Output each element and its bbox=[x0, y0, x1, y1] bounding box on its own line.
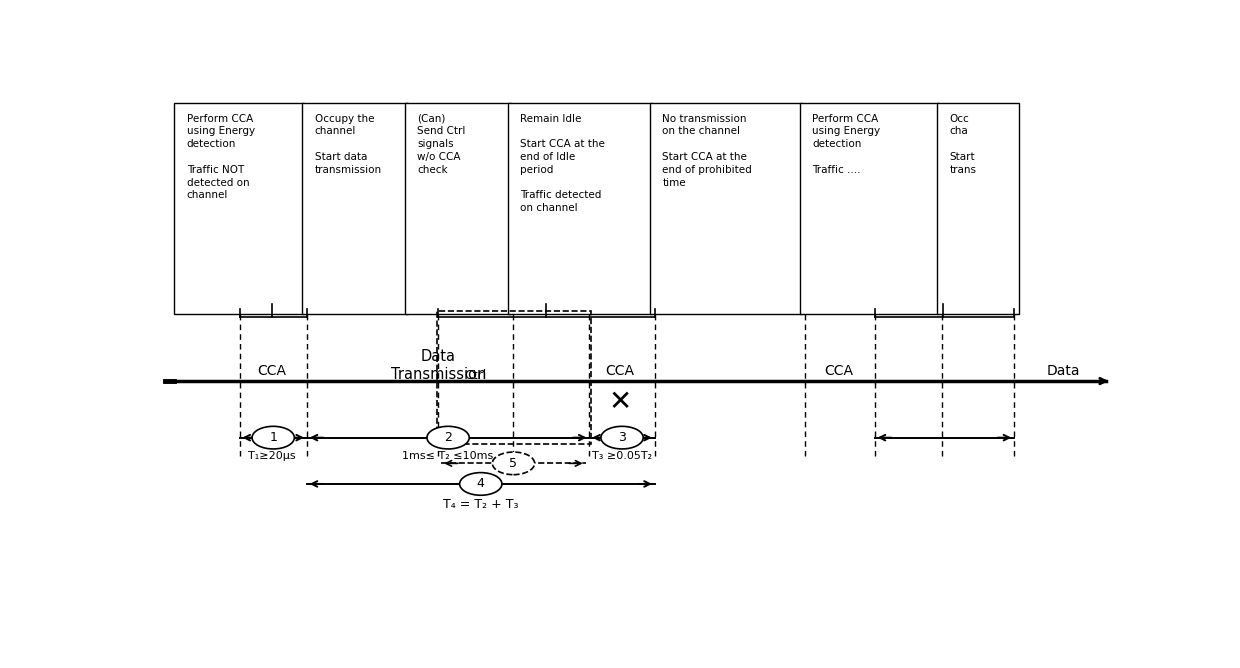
Text: CCA: CCA bbox=[258, 364, 286, 378]
Text: Occ
cha

Start
trans: Occ cha Start trans bbox=[950, 114, 977, 175]
Circle shape bbox=[427, 426, 469, 449]
Text: 1ms≤ T₂ ≤10ms: 1ms≤ T₂ ≤10ms bbox=[403, 451, 494, 461]
Text: 1: 1 bbox=[269, 431, 278, 444]
Text: CCA: CCA bbox=[825, 364, 853, 378]
FancyBboxPatch shape bbox=[650, 104, 802, 314]
Text: CCA: CCA bbox=[605, 364, 635, 378]
Text: 2: 2 bbox=[444, 431, 453, 444]
Text: ✕: ✕ bbox=[609, 387, 631, 415]
FancyBboxPatch shape bbox=[507, 104, 652, 314]
FancyBboxPatch shape bbox=[174, 104, 304, 314]
Text: T₃ ≥0.05T₂: T₃ ≥0.05T₂ bbox=[591, 451, 652, 461]
Circle shape bbox=[460, 473, 502, 495]
Text: Occupy the
channel

Start data
transmission: Occupy the channel Start data transmissi… bbox=[315, 114, 382, 175]
FancyBboxPatch shape bbox=[404, 104, 511, 314]
FancyBboxPatch shape bbox=[800, 104, 939, 314]
Text: Data
Transmission: Data Transmission bbox=[391, 349, 486, 382]
Text: 5: 5 bbox=[510, 457, 517, 470]
Text: Ctrl: Ctrl bbox=[464, 369, 486, 382]
Circle shape bbox=[252, 426, 294, 449]
Text: Perform CCA
using Energy
detection

Traffic ....: Perform CCA using Energy detection Traff… bbox=[812, 114, 880, 175]
Circle shape bbox=[601, 426, 644, 449]
Text: 3: 3 bbox=[618, 431, 626, 444]
FancyBboxPatch shape bbox=[937, 104, 1019, 314]
Text: No transmission
on the channel

Start CCA at the
end of prohibited
time: No transmission on the channel Start CCA… bbox=[662, 114, 753, 188]
Text: T₄ = T₂ + T₃: T₄ = T₂ + T₃ bbox=[443, 498, 518, 511]
Text: Perform CCA
using Energy
detection

Traffic NOT
detected on
channel: Perform CCA using Energy detection Traff… bbox=[187, 114, 255, 200]
FancyBboxPatch shape bbox=[303, 104, 408, 314]
Text: 4: 4 bbox=[477, 478, 485, 490]
Text: Remain Idle

Start CCA at the
end of Idle
period

Traffic detected
on channel: Remain Idle Start CCA at the end of Idle… bbox=[521, 114, 605, 213]
Text: Data: Data bbox=[1047, 364, 1080, 378]
Text: (Can)
Send Ctrl
signals
w/o CCA
check: (Can) Send Ctrl signals w/o CCA check bbox=[418, 114, 466, 175]
Circle shape bbox=[492, 452, 534, 475]
Text: T₁≥20μs: T₁≥20μs bbox=[248, 451, 296, 461]
